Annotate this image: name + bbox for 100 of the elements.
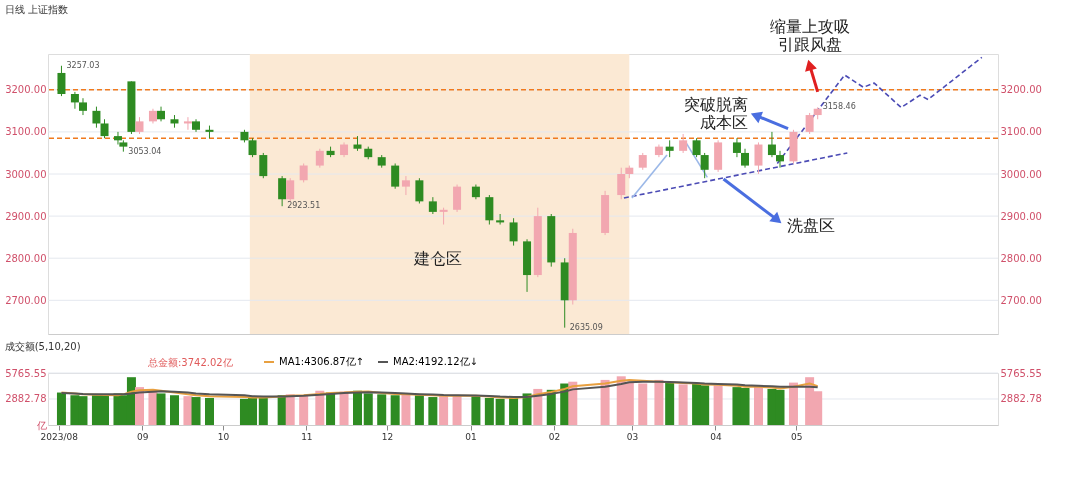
bar <box>363 393 373 425</box>
y2-tick-label: 2900.00 <box>1000 210 1042 222</box>
candlestick <box>315 148 324 169</box>
x-tick-label: 11 <box>301 431 313 442</box>
bar <box>471 396 481 425</box>
y2-tick-label: 3100.00 <box>1000 126 1042 138</box>
bar <box>204 397 214 425</box>
candlestick <box>692 137 701 158</box>
chart-title: 成交额(5,10,20) <box>4 341 81 352</box>
candlestick <box>741 148 750 169</box>
x-tick-label: 02 <box>548 431 561 442</box>
y-tick-label: 2900.00 <box>5 210 47 222</box>
legend-label: MA2:4192.12亿↓ <box>393 356 478 367</box>
y-tick-label: 2882.78 <box>5 393 47 405</box>
bar <box>339 391 349 425</box>
candlestick <box>617 167 626 200</box>
y-tick-label: 3200.00 <box>5 84 47 96</box>
bar <box>484 397 494 425</box>
candlestick <box>485 194 494 226</box>
y-tick-label: 3000.00 <box>5 168 47 180</box>
x-tick-label: 05 <box>790 431 803 442</box>
y2-tick-label: 3000.00 <box>1000 168 1042 180</box>
candlestick <box>259 152 268 179</box>
bar <box>439 396 449 425</box>
candlestick <box>700 152 709 179</box>
bar <box>148 390 158 425</box>
bar <box>299 395 309 425</box>
candlestick <box>100 118 109 139</box>
bar <box>665 382 675 425</box>
annotation: 缩量上攻吸引跟风盘 <box>769 16 850 54</box>
y2-tick-label: 2800.00 <box>1000 252 1042 264</box>
bar <box>428 397 438 425</box>
annotation: 3053.04 <box>128 146 162 156</box>
candlestick <box>805 112 814 135</box>
candlestick <box>732 137 741 158</box>
candlestick <box>57 65 66 97</box>
bar <box>495 398 505 425</box>
bar <box>56 392 66 425</box>
candlestick <box>401 175 410 196</box>
candlestick <box>78 97 87 116</box>
y-tick-label: 2700.00 <box>5 294 47 306</box>
annotation: 3158.46 <box>822 102 856 112</box>
y-tick-label: 5765.55 <box>5 367 47 379</box>
annotation: 2635.09 <box>569 322 603 332</box>
candlestick <box>767 131 776 158</box>
bar <box>169 395 179 425</box>
annotation: 3257.03 <box>66 60 100 70</box>
bar <box>533 388 543 425</box>
bar <box>522 393 532 425</box>
annotation: 洗盘区 <box>787 215 836 235</box>
y-tick-label: 亿 <box>35 419 47 431</box>
bar <box>638 383 648 425</box>
band-label: 建仓区 <box>413 249 463 268</box>
x-tick-label: 09 <box>136 431 149 442</box>
bar <box>678 384 688 425</box>
bar <box>401 394 411 425</box>
bar <box>191 397 201 425</box>
bar <box>452 395 462 425</box>
candlestick <box>754 141 763 175</box>
y2-tick-label: 2700.00 <box>1000 294 1042 306</box>
candlestick <box>183 116 192 131</box>
annotation: 2923.51 <box>287 201 321 211</box>
y2-tick-label: 5765.55 <box>1000 367 1042 379</box>
x-tick-label: 01 <box>465 431 477 442</box>
bar <box>377 394 387 425</box>
x-tick-label: 12 <box>381 431 394 442</box>
candlestick <box>679 133 688 154</box>
x-tick-label: 04 <box>710 431 722 442</box>
bar <box>156 393 166 425</box>
candlestick <box>415 177 424 204</box>
bar <box>183 396 193 425</box>
bar <box>788 382 798 425</box>
candlestick <box>286 177 295 202</box>
candlestick <box>391 162 400 190</box>
candlestick <box>278 175 287 207</box>
series-label: 总金额:3742.02亿 <box>147 357 233 368</box>
bar <box>285 394 295 425</box>
bar <box>713 385 723 425</box>
bar <box>654 379 664 425</box>
candlestick <box>453 184 462 213</box>
x-tick-label: 2023/08 <box>40 431 79 442</box>
y-tick-label: 3100.00 <box>5 126 47 138</box>
line-series <box>776 56 983 165</box>
chart-title: 日线 上证指数 <box>4 3 68 15</box>
y2-tick-label: 3200.00 <box>1000 84 1042 96</box>
candlestick <box>248 137 257 158</box>
x-tick-label: 10 <box>217 431 230 442</box>
bar <box>414 395 424 425</box>
candlestick <box>496 213 505 226</box>
candlestick <box>509 217 518 247</box>
bar <box>326 392 336 425</box>
candlestick <box>299 162 308 183</box>
bar <box>753 386 763 425</box>
annotation: 突破脱离成本区 <box>683 95 748 133</box>
candlestick <box>92 106 101 129</box>
candlestick <box>776 150 785 169</box>
bar <box>315 390 325 425</box>
x-tick-label: 03 <box>626 431 639 442</box>
bar <box>390 395 400 425</box>
candlestick <box>70 91 79 110</box>
